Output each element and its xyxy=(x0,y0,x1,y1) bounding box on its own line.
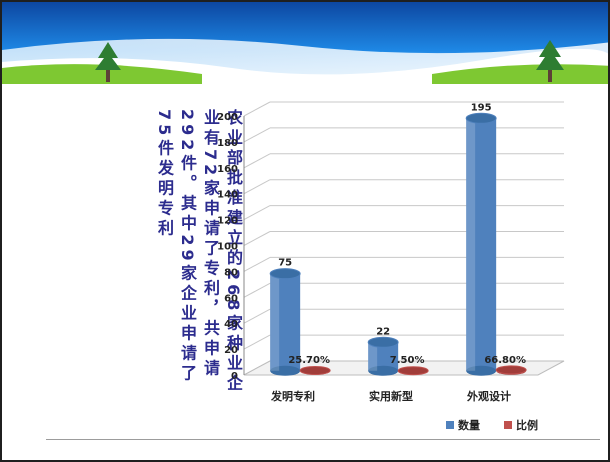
gridline-side xyxy=(243,127,271,143)
gridline-side xyxy=(243,205,271,221)
gridline-side xyxy=(243,282,271,298)
y-tick-label: 100 xyxy=(217,242,238,253)
bar-数量-part xyxy=(466,365,497,376)
x-tick-label: 发明专利 xyxy=(270,389,315,403)
description-text: 农业部批准建立的268家种业企业有72家申请了专利，共申请292件。其中29家企… xyxy=(155,109,243,395)
y-tick-label: 20 xyxy=(224,345,238,356)
data-label-count: 75 xyxy=(278,258,292,269)
legend-label: 比例 xyxy=(516,418,538,432)
bar-数量-part xyxy=(270,273,301,371)
bar-比例 xyxy=(495,365,527,375)
gridline-side xyxy=(243,334,271,350)
footer-divider xyxy=(46,439,600,440)
bar-比例-part xyxy=(397,366,429,376)
legend-swatch xyxy=(446,421,454,429)
pine-tree-icon xyxy=(536,40,564,82)
gridline-side xyxy=(243,101,271,117)
y-tick-label: 40 xyxy=(224,319,238,330)
bar-数量 xyxy=(367,336,399,376)
gridline-side xyxy=(243,256,271,272)
bar-数量 xyxy=(465,112,497,376)
y-tick-label: 120 xyxy=(217,216,238,227)
gridline-side xyxy=(243,308,271,324)
y-tick-label: 160 xyxy=(217,164,238,175)
data-label-ratio: 25.70% xyxy=(288,355,330,366)
y-tick-label: 140 xyxy=(217,190,238,201)
bar-比例-part xyxy=(299,365,331,375)
bar-数量-part xyxy=(368,342,378,371)
header-banner xyxy=(2,2,608,84)
data-label-ratio: 7.50% xyxy=(390,355,425,366)
legend-label: 数量 xyxy=(458,418,480,432)
bar-数量 xyxy=(269,268,301,376)
bar-数量-part xyxy=(367,336,399,348)
bar-数量-part xyxy=(368,365,399,376)
bar-数量-part xyxy=(270,365,301,376)
gridline-side xyxy=(243,231,271,246)
data-label-ratio: 66.80% xyxy=(484,355,526,366)
y-tick-label: 0 xyxy=(231,371,238,382)
bar-数量-part xyxy=(466,118,476,371)
gridline-side xyxy=(243,153,271,169)
bar-比例-part xyxy=(495,365,527,375)
data-label-count: 195 xyxy=(471,102,492,113)
bar-比例 xyxy=(299,365,331,375)
data-label-count: 22 xyxy=(376,326,390,337)
y-tick-label: 200 xyxy=(217,112,238,123)
y-tick-label: 60 xyxy=(224,293,238,304)
y-tick-label: 80 xyxy=(224,267,238,278)
bar-数量-part xyxy=(466,118,497,371)
patent-chart: 0 20 40 60 80 100 120 140 160 180 200 75 25.70% 发明专利 2… xyxy=(217,101,565,432)
y-tick-label: 180 xyxy=(217,138,238,149)
pine-tree-icon xyxy=(95,42,121,82)
bar-比例 xyxy=(397,366,429,376)
bar-数量-part xyxy=(269,268,301,280)
legend-swatch xyxy=(504,421,512,429)
bar-数量-part xyxy=(270,273,280,371)
bar-数量-part xyxy=(465,112,497,124)
x-tick-label: 外观设计 xyxy=(466,389,511,403)
gridline-side xyxy=(243,179,271,195)
x-tick-label: 实用新型 xyxy=(369,389,413,403)
